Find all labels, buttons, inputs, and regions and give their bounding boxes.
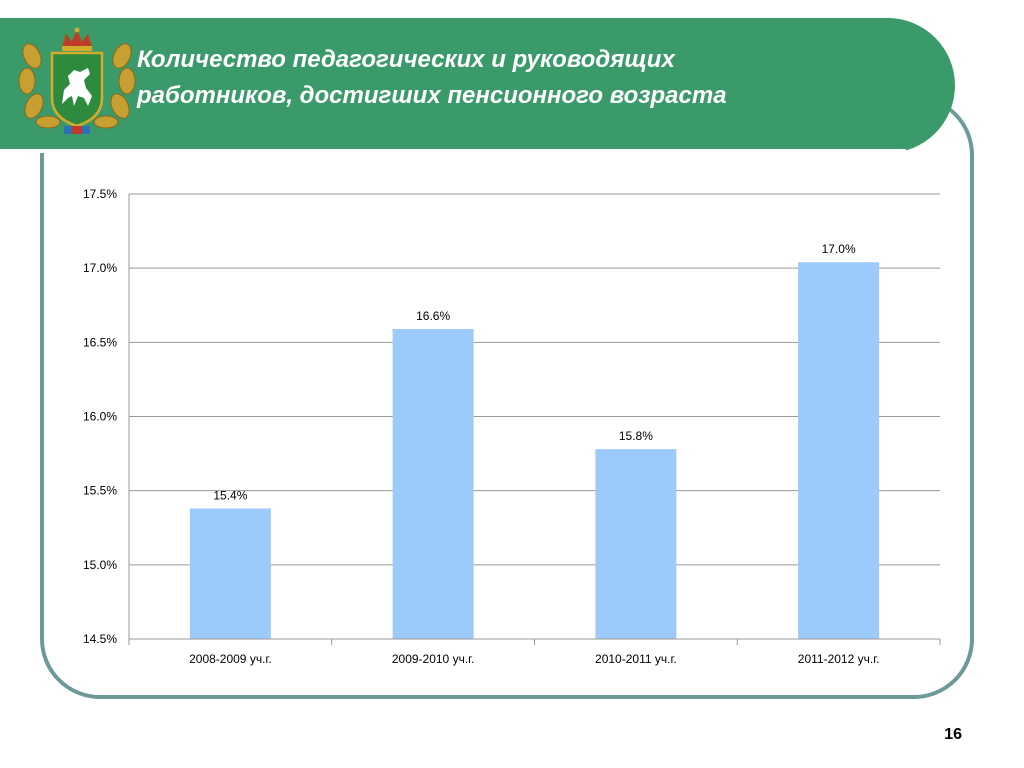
y-tick-label: 17.0% [83, 261, 117, 275]
x-tick-label: 2009-2010 уч.г. [392, 652, 475, 666]
bar [392, 328, 474, 639]
x-tick-label: 2008-2009 уч.г. [189, 652, 272, 666]
data-label: 16.6% [416, 309, 450, 323]
y-tick-label: 15.5% [83, 484, 117, 498]
y-tick-label: 15.0% [83, 558, 117, 572]
header-band [0, 18, 955, 153]
coat-of-arms-icon [18, 27, 136, 134]
header-divider [0, 149, 906, 153]
x-tick-label: 2010-2011 уч.г. [595, 652, 677, 666]
data-label: 17.0% [822, 242, 856, 256]
slide-title: Количество педагогических и руководящих … [137, 42, 937, 114]
x-tick-label: 2011-2012 уч.г. [798, 652, 880, 666]
y-tick-label: 14.5% [83, 632, 117, 646]
bar [189, 508, 271, 639]
y-tick-label: 16.0% [83, 410, 117, 424]
slide-title-line-1: Количество педагогических и руководящих [137, 46, 675, 73]
bar [798, 262, 880, 639]
y-tick-label: 16.5% [83, 335, 117, 349]
data-label: 15.8% [619, 429, 653, 443]
y-tick-label: 17.5% [83, 187, 117, 201]
page-number: 16 [944, 726, 962, 743]
data-label: 15.4% [213, 488, 247, 502]
slide-title-line-2: работников, достигших пенсионного возрас… [137, 82, 727, 109]
bar [595, 449, 677, 639]
